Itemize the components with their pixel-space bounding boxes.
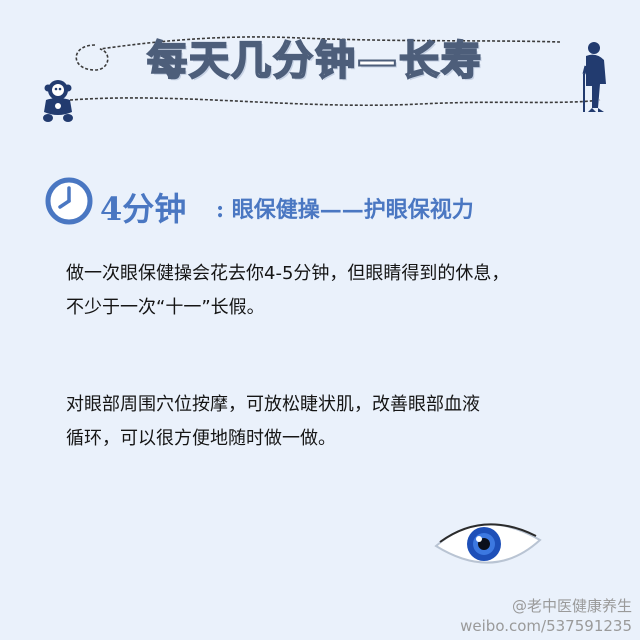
clock-icon — [45, 177, 93, 225]
blue-eye-icon — [434, 523, 542, 564]
paragraph-1: 做一次眼保健操会花去你4-5分钟，但眼睛得到的休息， 不少于一次“十一”长假。 — [66, 257, 606, 325]
banner-bottom-line — [69, 97, 601, 107]
watermark: @老中医健康养生 weibo.com/537591235 — [460, 596, 632, 636]
duration-label: 4分钟 — [100, 190, 187, 228]
baby-icon — [43, 80, 73, 122]
paragraph-2-line-1: 对眼部周围穴位按摩，可放松睫状肌，改善眼部血液 — [66, 394, 480, 415]
section-header: 4分钟 : 眼保健操——护眼保视力 — [44, 172, 604, 232]
banner: 每天几分钟—长寿 — [0, 0, 640, 140]
banner-title: 每天几分钟—长寿 — [146, 37, 483, 85]
banner-loop-line — [75, 36, 561, 71]
section-title: : 眼保健操——护眼保视力 — [216, 197, 474, 223]
elderly-man-with-cane-icon — [582, 42, 606, 112]
paragraph-1-line-2: 不少于一次“十一”长假。 — [66, 297, 265, 318]
paragraph-2-line-2: 循环，可以很方便地随时做一做。 — [66, 428, 336, 449]
paragraph-2: 对眼部周围穴位按摩，可放松睫状肌，改善眼部血液 循环，可以很方便地随时做一做。 — [66, 388, 606, 456]
banner-decoration — [43, 36, 606, 122]
watermark-url: weibo.com/537591235 — [460, 617, 632, 635]
paragraph-1-line-1: 做一次眼保健操会花去你4-5分钟，但眼睛得到的休息， — [66, 263, 510, 284]
watermark-account: @老中医健康养生 — [511, 597, 632, 615]
